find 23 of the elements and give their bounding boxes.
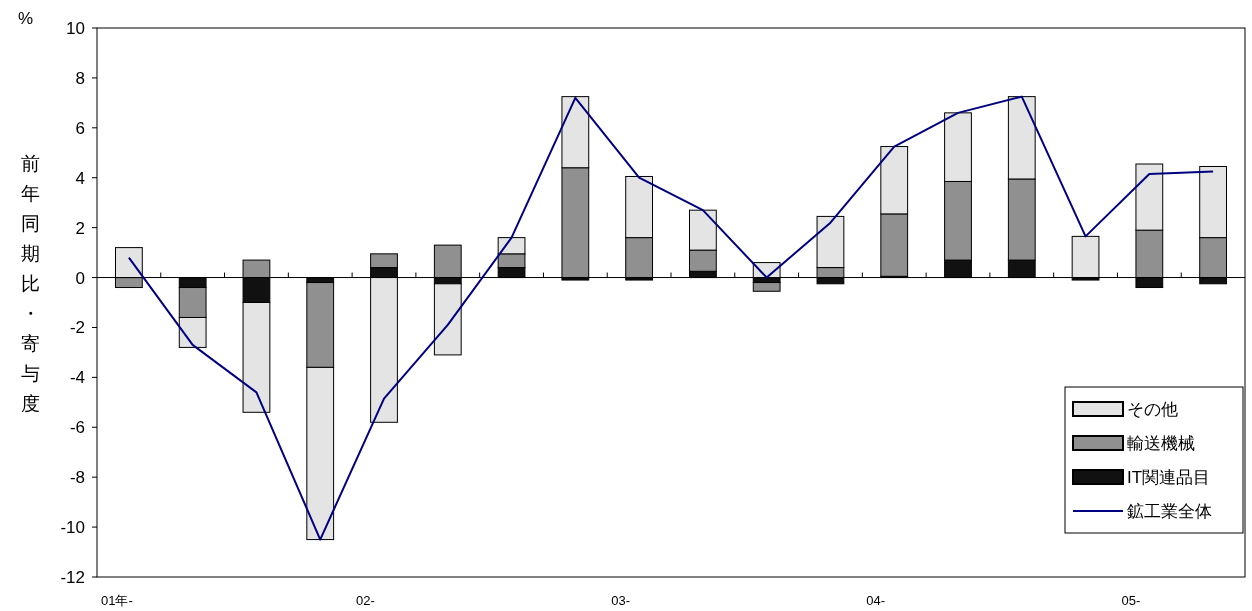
y-tick-label: -12 xyxy=(60,568,85,587)
y-tick-label: -4 xyxy=(69,368,85,388)
legend-label: その他 xyxy=(1127,400,1178,419)
y-tick-label: -8 xyxy=(69,468,85,488)
y-tick-label: 8 xyxy=(75,68,85,88)
x-tick-label: 04- xyxy=(866,593,886,608)
legend-label: 鉱工業全体 xyxy=(1127,502,1212,521)
legend-label: IT関連品目 xyxy=(1127,468,1211,487)
x-tick-label: 02- xyxy=(356,593,375,608)
y-tick-label: 10 xyxy=(66,19,85,38)
y-tick-label: 6 xyxy=(75,118,85,138)
y-tick-label: -10 xyxy=(60,518,85,538)
y-axis-title: 前年同期比・寄与度 xyxy=(20,153,40,414)
y-tick-label: -6 xyxy=(69,418,85,438)
text: % xyxy=(18,9,34,28)
x-tick-label: 03- xyxy=(611,593,631,608)
x-tick-label: 05- xyxy=(1121,593,1141,608)
y-tick-label: 2 xyxy=(75,218,85,238)
y-tick-label: 4 xyxy=(75,168,85,188)
x-tick-label: 01年- xyxy=(101,593,133,608)
legend-label: 輸送機械 xyxy=(1127,434,1195,453)
y-tick-label: 0 xyxy=(75,268,85,288)
y-tick-label: -2 xyxy=(69,318,85,338)
